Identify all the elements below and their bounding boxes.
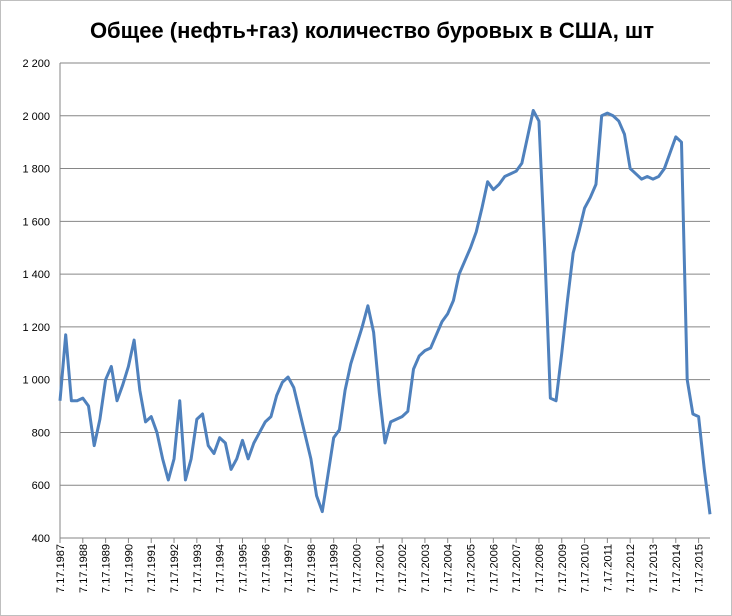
x-tick-label: 7.17.2015 [694,544,706,593]
x-tick-label: 7.17.2012 [625,544,637,593]
y-tick-label: 800 [32,427,50,439]
x-tick-label: 7.17.2001 [374,544,386,593]
x-tick-label: 7.17.1992 [169,544,181,593]
x-tick-label: 7.17.1997 [283,544,295,593]
x-tick-label: 7.17.1995 [237,544,249,593]
x-tick-label: 7.17.1993 [192,544,204,593]
x-tick-label: 7.17.1994 [215,544,227,593]
x-tick-label: 7.17.1987 [55,544,67,593]
x-tick-label: 7.17.1989 [101,544,113,593]
x-tick-label: 7.17.1991 [146,544,158,593]
x-tick-label: 7.17.1996 [260,544,272,593]
x-tick-label: 7.17.2005 [466,544,478,593]
y-tick-label: 400 [32,533,50,545]
y-tick-label: 600 [32,480,50,492]
x-tick-label: 7.17.1988 [78,544,90,593]
y-tick-label: 1 400 [22,269,50,281]
x-tick-label: 7.17.2000 [351,544,363,593]
line-series [58,109,712,515]
x-tick-label: 7.17.2010 [580,544,592,593]
x-tick-label: 7.17.2009 [557,544,569,593]
x-tick-label: 7.17.2007 [511,544,523,593]
x-tick-label: 7.17.2013 [648,544,660,593]
x-tick-label: 7.17.1999 [329,544,341,593]
x-tick-label: 7.17.2003 [420,544,432,593]
y-tick-label: 1 800 [22,164,50,176]
x-tick-label: 7.17.1998 [306,544,318,593]
x-tick-label: 7.17.1990 [123,544,135,593]
y-tick-label: 1 000 [22,375,50,387]
x-tick-label: 7.17.2002 [397,544,409,593]
y-tick-label: 2 000 [22,111,50,123]
chart-title: Общее (нефть+газ) количество буровых в С… [90,18,654,43]
x-tick-label: 7.17.2006 [488,544,500,593]
y-tick-label: 1 200 [22,322,50,334]
y-tick-label: 2 200 [22,58,50,70]
y-tick-label: 1 600 [22,216,50,228]
x-tick-label: 7.17.2004 [443,544,455,593]
x-tick-label: 7.17.2008 [534,544,546,593]
x-tick-label: 7.17.2011 [602,544,614,592]
x-tick-label: 7.17.2014 [671,544,683,593]
